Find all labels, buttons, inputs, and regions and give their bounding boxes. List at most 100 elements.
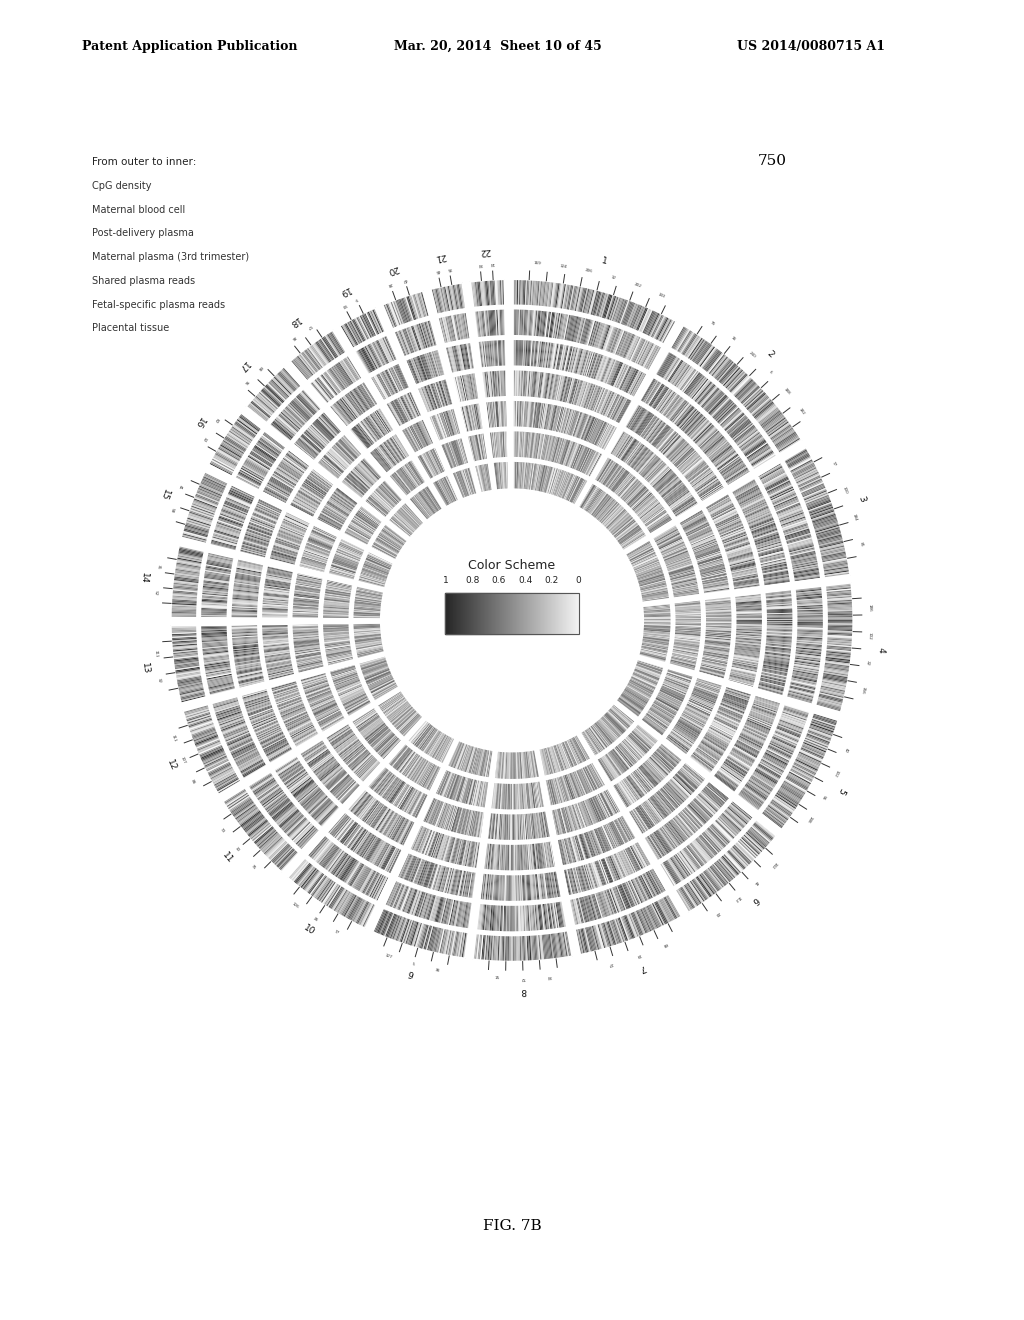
Polygon shape: [431, 734, 444, 756]
Polygon shape: [714, 450, 735, 467]
Polygon shape: [650, 314, 664, 338]
Polygon shape: [660, 743, 682, 760]
Polygon shape: [374, 731, 393, 750]
Polygon shape: [261, 834, 282, 853]
Polygon shape: [762, 663, 788, 668]
Polygon shape: [596, 458, 609, 482]
Polygon shape: [585, 766, 597, 789]
Polygon shape: [388, 704, 410, 719]
Polygon shape: [652, 524, 675, 539]
Polygon shape: [213, 535, 239, 543]
Polygon shape: [376, 539, 398, 553]
Polygon shape: [229, 428, 252, 444]
Polygon shape: [667, 669, 692, 678]
Polygon shape: [593, 796, 605, 820]
Polygon shape: [575, 928, 583, 954]
Polygon shape: [636, 876, 648, 900]
Polygon shape: [637, 569, 663, 578]
Polygon shape: [821, 554, 847, 560]
Polygon shape: [174, 664, 201, 669]
Polygon shape: [396, 512, 416, 531]
Polygon shape: [554, 282, 559, 309]
Text: 169: 169: [534, 261, 542, 265]
Polygon shape: [765, 645, 792, 649]
Polygon shape: [208, 677, 233, 684]
Polygon shape: [590, 894, 598, 919]
Polygon shape: [203, 645, 228, 649]
Polygon shape: [391, 816, 404, 840]
Polygon shape: [725, 808, 745, 826]
Polygon shape: [756, 404, 776, 421]
Polygon shape: [823, 568, 850, 573]
Polygon shape: [354, 603, 381, 606]
Polygon shape: [561, 775, 569, 800]
Polygon shape: [672, 446, 691, 465]
Polygon shape: [672, 498, 694, 513]
Polygon shape: [555, 777, 562, 803]
Polygon shape: [228, 429, 251, 445]
Polygon shape: [302, 830, 321, 850]
Polygon shape: [202, 638, 228, 640]
Polygon shape: [702, 651, 729, 656]
Polygon shape: [616, 331, 627, 356]
Polygon shape: [597, 793, 609, 817]
Polygon shape: [487, 751, 492, 777]
Polygon shape: [668, 565, 693, 573]
Polygon shape: [466, 777, 473, 804]
Polygon shape: [691, 539, 716, 549]
Polygon shape: [660, 543, 685, 554]
Polygon shape: [624, 536, 647, 550]
Polygon shape: [675, 628, 700, 630]
Polygon shape: [578, 834, 587, 859]
Polygon shape: [471, 779, 477, 805]
Polygon shape: [664, 484, 685, 502]
Polygon shape: [678, 367, 693, 389]
Polygon shape: [638, 659, 664, 668]
Polygon shape: [578, 318, 585, 345]
Polygon shape: [229, 490, 254, 502]
Polygon shape: [403, 504, 422, 524]
Polygon shape: [724, 853, 742, 873]
Polygon shape: [203, 651, 229, 655]
Polygon shape: [247, 704, 272, 713]
Polygon shape: [216, 706, 242, 715]
Polygon shape: [424, 453, 436, 477]
Polygon shape: [646, 515, 669, 529]
Polygon shape: [185, 520, 211, 528]
Polygon shape: [328, 578, 353, 585]
Polygon shape: [378, 876, 390, 902]
Polygon shape: [383, 697, 404, 713]
Polygon shape: [308, 475, 330, 491]
Polygon shape: [580, 414, 590, 440]
Polygon shape: [696, 556, 722, 564]
Polygon shape: [344, 434, 362, 455]
Polygon shape: [591, 763, 604, 785]
Polygon shape: [442, 478, 455, 502]
Polygon shape: [639, 908, 650, 933]
Polygon shape: [406, 428, 419, 451]
Polygon shape: [278, 759, 300, 775]
Polygon shape: [520, 935, 522, 961]
Polygon shape: [630, 731, 649, 751]
Polygon shape: [384, 741, 402, 760]
Polygon shape: [421, 490, 436, 512]
Polygon shape: [333, 561, 357, 569]
Polygon shape: [796, 601, 822, 603]
Polygon shape: [696, 678, 722, 686]
Polygon shape: [757, 545, 782, 553]
Polygon shape: [465, 809, 471, 836]
Polygon shape: [398, 364, 410, 388]
Polygon shape: [615, 474, 633, 495]
Polygon shape: [379, 486, 398, 504]
Polygon shape: [674, 632, 700, 635]
Polygon shape: [574, 286, 581, 312]
Polygon shape: [527, 432, 530, 458]
Polygon shape: [734, 643, 761, 647]
Polygon shape: [354, 632, 381, 635]
Polygon shape: [288, 858, 305, 878]
Polygon shape: [455, 869, 462, 895]
Polygon shape: [531, 371, 536, 397]
Polygon shape: [616, 744, 634, 766]
Polygon shape: [397, 298, 408, 323]
Polygon shape: [337, 780, 356, 800]
